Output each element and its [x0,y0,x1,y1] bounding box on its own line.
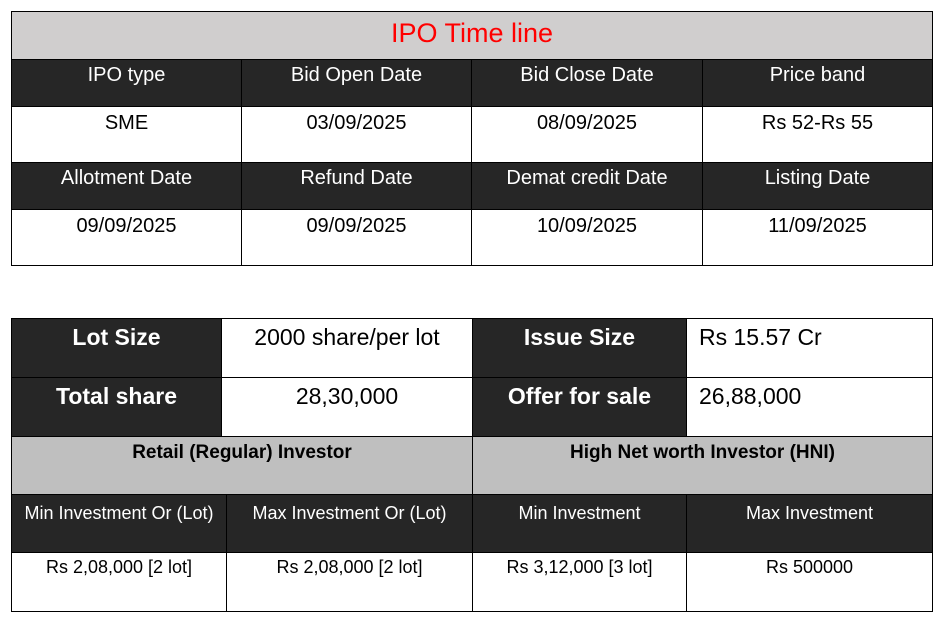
value-retail-min-investment: Rs 2,08,000 [2 lot] [11,552,227,612]
value-allotment-date: 09/09/2025 [11,209,242,266]
ipo-timeline-table: IPO Time line IPO type Bid Open Date Bid… [11,11,933,266]
value-ipo-type: SME [11,106,242,163]
offer-for-sale-label: Offer for sale [472,377,687,437]
header-listing-date: Listing Date [702,162,933,210]
header-bid-open-date: Bid Open Date [241,59,472,107]
value-retail-max-investment: Rs 2,08,000 [2 lot] [226,552,473,612]
header-bid-close-date: Bid Close Date [471,59,703,107]
total-share-label: Total share [11,377,222,437]
value-bid-open-date: 03/09/2025 [241,106,472,163]
value-refund-date: 09/09/2025 [241,209,472,266]
value-demat-credit-date: 10/09/2025 [471,209,703,266]
total-share-value: 28,30,000 [221,377,473,437]
issue-size-label: Issue Size [472,318,687,378]
lot-size-value: 2000 share/per lot [221,318,473,378]
value-bid-close-date: 08/09/2025 [471,106,703,163]
header-allotment-date: Allotment Date [11,162,242,210]
header-ipo-type: IPO type [11,59,242,107]
header-price-band: Price band [702,59,933,107]
value-hni-max-investment: Rs 500000 [686,552,933,612]
header-refund-date: Refund Date [241,162,472,210]
timeline-title: IPO Time line [11,11,933,60]
value-hni-min-investment: Rs 3,12,000 [3 lot] [472,552,687,612]
header-retail-min-investment: Min Investment Or (Lot) [11,494,227,553]
offer-for-sale-value: 26,88,000 [686,377,933,437]
header-retail-max-investment: Max Investment Or (Lot) [226,494,473,553]
lot-size-label: Lot Size [11,318,222,378]
ipo-details-table: Lot Size 2000 share/per lot Issue Size R… [11,318,933,612]
retail-investor-heading: Retail (Regular) Investor [11,436,473,495]
header-hni-min-investment: Min Investment [472,494,687,553]
value-price-band: Rs 52-Rs 55 [702,106,933,163]
issue-size-value: Rs 15.57 Cr [686,318,933,378]
hni-investor-heading: High Net worth Investor (HNI) [472,436,933,495]
value-listing-date: 11/09/2025 [702,209,933,266]
header-demat-credit-date: Demat credit Date [471,162,703,210]
header-hni-max-investment: Max Investment [686,494,933,553]
